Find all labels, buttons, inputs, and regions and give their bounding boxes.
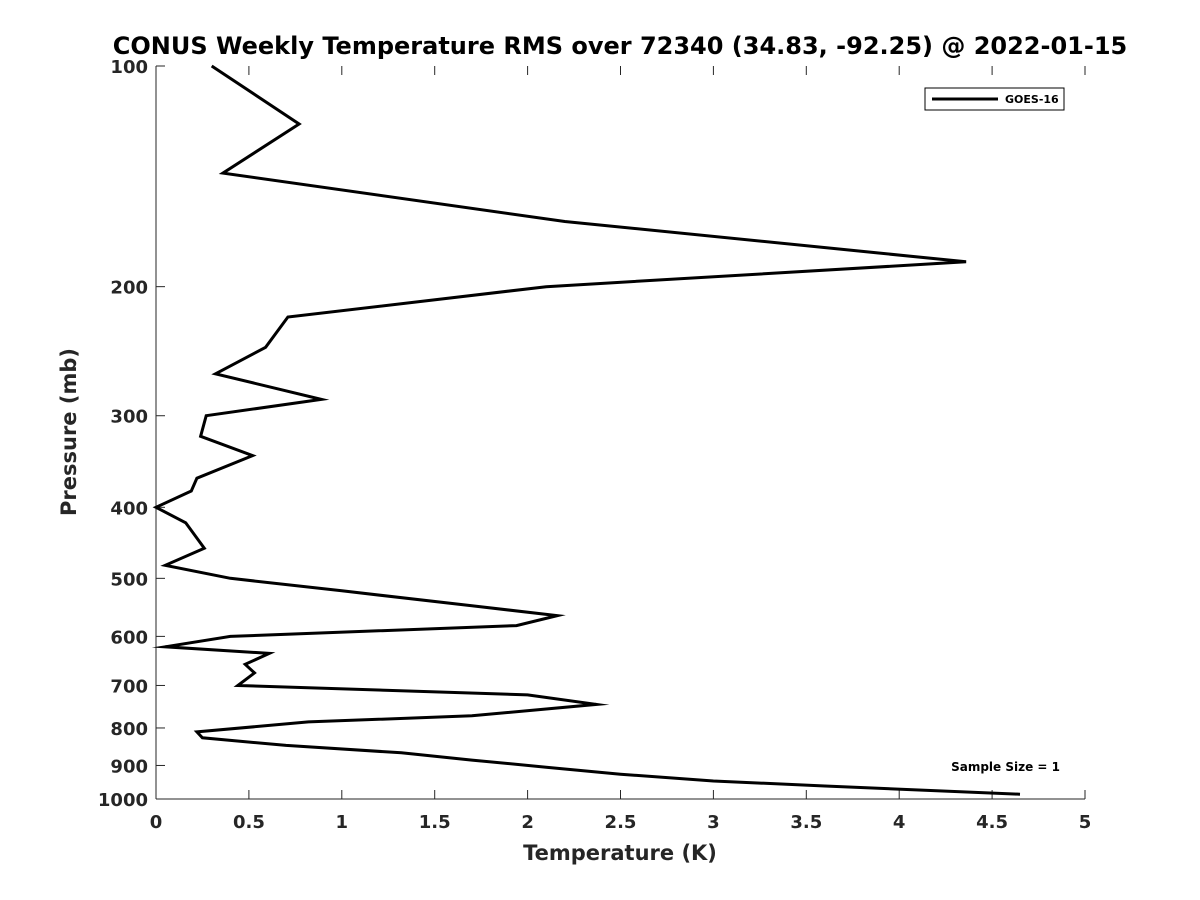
- x-tick-label: 2.5: [605, 812, 637, 833]
- plot-area: [156, 66, 1085, 799]
- x-tick-label: 2: [521, 812, 534, 833]
- legend-label-goes-16: GOES-16: [1005, 93, 1059, 106]
- x-tick-label: 0.5: [233, 812, 265, 833]
- series-line-goes-16: [151, 64, 1021, 796]
- x-tick-label: 5: [1079, 812, 1092, 833]
- y-tick-label: 400: [110, 498, 148, 519]
- y-tick-label: 100: [110, 57, 148, 78]
- y-axis: 100 200 300 400 500 600 700 800 900 1000: [98, 57, 165, 811]
- x-tick-label: 1: [336, 812, 349, 833]
- x-axis: 0 0.5 1 1.5 2 2.5 3 3.5 4 4.5 5: [150, 66, 1092, 833]
- chart-title: CONUS Weekly Temperature RMS over 72340 …: [113, 32, 1127, 60]
- x-tick-label: 3.5: [790, 812, 822, 833]
- y-tick-label: 800: [110, 719, 148, 740]
- y-axis-label: Pressure (mb): [57, 348, 81, 516]
- y-tick-label: 600: [110, 627, 148, 648]
- x-tick-label: 4: [893, 812, 906, 833]
- y-tick-label: 900: [110, 756, 148, 777]
- y-tick-label: 200: [110, 278, 148, 299]
- legend: GOES-16: [924, 87, 1065, 111]
- x-axis-label: Temperature (K): [523, 841, 717, 865]
- series-layer: [151, 64, 1021, 796]
- y-tick-label: 300: [110, 407, 148, 428]
- y-tick-label: 700: [110, 676, 148, 697]
- x-tick-label: 1.5: [419, 812, 451, 833]
- x-tick-label: 4.5: [976, 812, 1008, 833]
- y-tick-label: 500: [110, 569, 148, 590]
- y-tick-label: 1000: [98, 790, 148, 811]
- x-tick-label: 0: [150, 812, 163, 833]
- x-tick-label: 3: [707, 812, 720, 833]
- sample-size-annotation: Sample Size = 1: [951, 760, 1060, 774]
